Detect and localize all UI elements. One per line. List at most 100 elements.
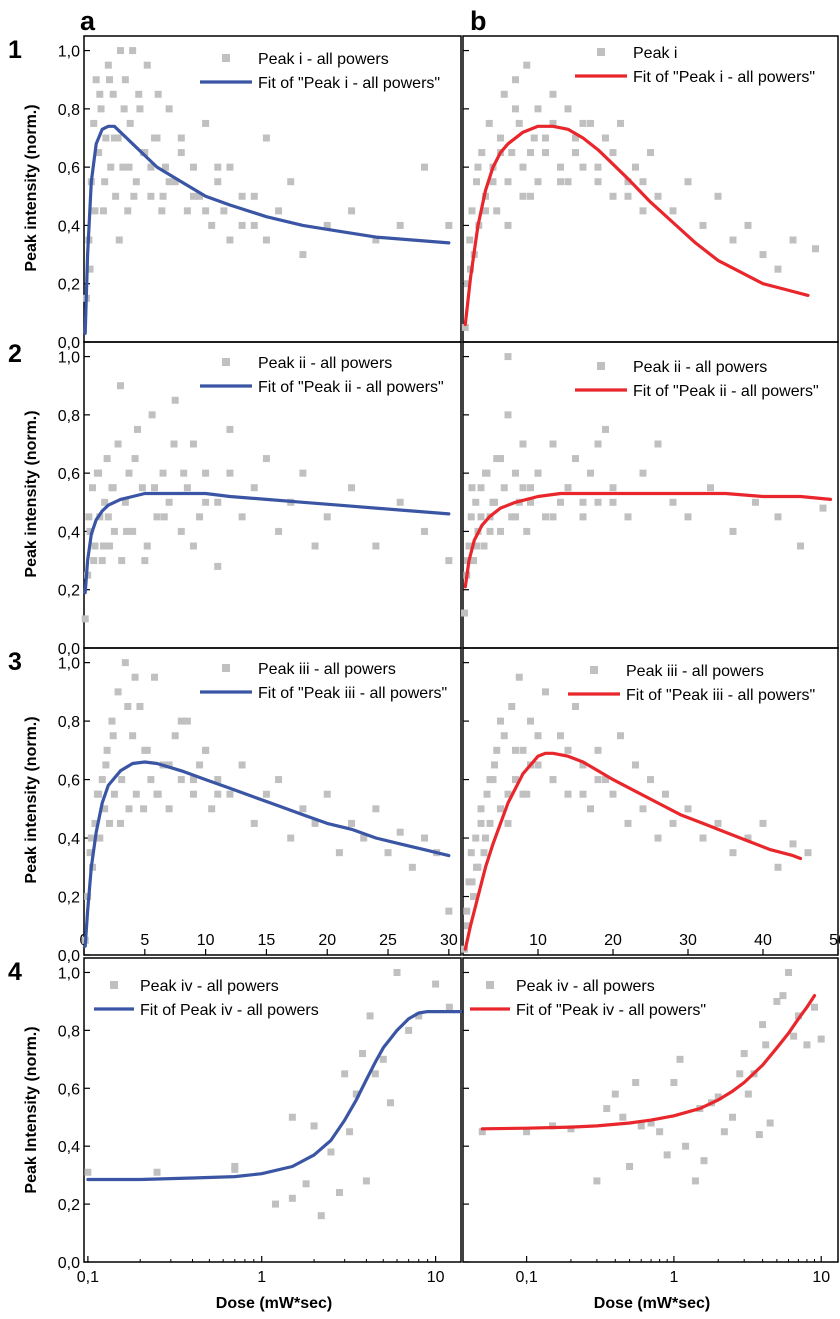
scatter-point-2a-32 <box>226 425 234 433</box>
scatter-point-1b-24 <box>549 119 557 127</box>
scatter-point-1b-51 <box>482 207 489 215</box>
scatter-point-2b-32 <box>609 484 617 492</box>
scatter-point-3b-14 <box>500 732 508 740</box>
scatter-point-3b-56 <box>491 761 498 769</box>
scatter-point-1b-12 <box>497 134 504 142</box>
scatter-point-2a-28 <box>189 440 197 448</box>
scatter-point-3a-15 <box>121 659 129 667</box>
scatter-point-2a-33 <box>238 513 246 521</box>
scatter-point-3a-43 <box>323 790 331 798</box>
scatter-point-1a-61 <box>130 192 138 200</box>
scatter-point-1b-13 <box>500 90 508 98</box>
scatter-point-2a-57 <box>160 513 168 521</box>
scatter-point-3a-14 <box>118 776 126 784</box>
scatter-point-2a-15 <box>121 498 129 506</box>
scatter-point-2a-52 <box>116 382 124 390</box>
plot-frame-3a <box>83 647 462 956</box>
scatter-point-2b-30 <box>594 498 602 506</box>
scatter-series-1b <box>461 61 819 331</box>
scatter-point-3a-54 <box>87 834 95 842</box>
scatter-point-2a-38 <box>299 469 307 477</box>
scatter-point-1a-12 <box>112 192 120 200</box>
scatter-point-2b-16 <box>508 513 516 521</box>
scatter-point-4a-10 <box>327 1148 335 1156</box>
xtick-label-3b-3: 40 <box>754 932 772 949</box>
legend-label-4a-0: Peak iv - all powers <box>140 978 279 995</box>
scatter-point-1b-60 <box>549 90 557 98</box>
legend-label-4b-1: Fit of "Peak iv - all powers" <box>516 1002 706 1019</box>
scatter-point-1b-11 <box>493 207 501 215</box>
scatter-point-2a-26 <box>177 527 185 535</box>
scatter-point-4b-23 <box>729 1113 737 1121</box>
scatter-point-3b-51 <box>468 878 476 886</box>
scatter-point-2a-0 <box>81 615 89 623</box>
ytick-label-3a-5: 1,0 <box>58 656 80 673</box>
fit-line-4a <box>86 1010 463 1182</box>
plot-frame-4a <box>83 957 462 1263</box>
scatter-point-3a-64 <box>177 717 185 725</box>
scatter-point-1b-62 <box>564 178 572 186</box>
legend-label-2b-0: Peak ii - all powers <box>633 359 767 376</box>
scatter-point-3b-60 <box>519 790 527 798</box>
scatter-point-3b-47 <box>774 863 782 871</box>
scatter-point-3b-17 <box>512 776 519 784</box>
scatter-point-3b-64 <box>564 746 572 754</box>
scatter-point-1a-69 <box>189 192 197 200</box>
legend-2b: Peak ii - all powers Fit of "Peak ii - al… <box>575 359 819 400</box>
scatter-point-3a-58 <box>116 819 124 827</box>
scatter-point-2b-25 <box>557 498 564 506</box>
scatter-point-2b-3 <box>467 513 475 521</box>
scatter-point-2b-42 <box>797 542 804 550</box>
scatter-point-1a-49 <box>396 221 404 229</box>
scatter-point-1a-62 <box>135 90 143 98</box>
scatter-point-1a-46 <box>323 221 331 229</box>
scatter-point-2a-44 <box>421 527 429 535</box>
scatter-point-2a-3 <box>89 484 97 492</box>
scatter-point-2b-60 <box>594 440 602 448</box>
scatter-point-1a-53 <box>91 207 99 215</box>
chart-3b: 10 20 30 40 50 Peak iii - all powers Fit of "P… <box>461 647 840 956</box>
scatter-point-2b-52 <box>504 353 512 361</box>
fit-line-2b <box>463 491 833 589</box>
scatter-point-1a-28 <box>161 163 169 171</box>
scatter-point-3a-34 <box>214 776 222 784</box>
scatter-point-3a-49 <box>396 828 404 836</box>
scatter-point-1a-51 <box>445 221 453 229</box>
scatter-point-4b-6 <box>611 1090 619 1098</box>
legend-label-3a-0: Peak iii - all powers <box>258 661 396 678</box>
ytick-label-3a-1: 0,2 <box>58 890 80 907</box>
scatter-point-1a-66 <box>159 192 167 200</box>
scatter-point-2a-12 <box>110 527 118 535</box>
scatter-point-1a-70 <box>202 207 210 215</box>
xtick-label-3a-4: 20 <box>318 932 336 949</box>
chart-1a: 0,0 0,2 0,4 0,6 0,8 1,0 Peak i - all powers Fit… <box>58 35 462 352</box>
scatter-point-1b-61 <box>557 163 564 171</box>
scatter-point-1a-21 <box>136 105 144 113</box>
scatter-point-1b-32 <box>609 149 617 157</box>
scatter-point-4a-14 <box>352 1090 360 1098</box>
scatter-point-4a-8 <box>310 1122 318 1130</box>
scatter-point-4b-19 <box>700 1157 708 1165</box>
scatter-series-4a <box>84 968 453 1220</box>
scatter-point-2b-46 <box>473 542 480 550</box>
scatter-point-4b-11 <box>647 1119 655 1127</box>
scatter-point-2b-19 <box>519 440 527 448</box>
scatter-point-1a-5 <box>95 149 103 157</box>
scatter-point-1b-28 <box>579 163 587 171</box>
scatter-point-4a-0 <box>84 1168 92 1176</box>
scatter-point-2b-17 <box>512 469 519 477</box>
scatter-point-1b-54 <box>504 221 512 229</box>
ylabel-row-3: Peak intensity (norm.) <box>23 716 40 884</box>
scatter-point-4a-17 <box>366 1012 374 1020</box>
legend-2a: Peak ii - all powers Fit of "Peak ii - al… <box>200 355 444 396</box>
scatter-point-1b-58 <box>534 178 542 186</box>
scatter-point-2b-40 <box>752 498 759 506</box>
scatter-point-4a-7 <box>302 1180 310 1188</box>
legend-marker-scatter-2a <box>222 358 230 366</box>
scatter-point-3b-55 <box>486 776 494 784</box>
ytick-label-1a-0: 0,0 <box>58 335 80 352</box>
scatter-point-1a-27 <box>158 207 166 215</box>
scatter-point-2b-5 <box>472 498 480 506</box>
scatter-point-2a-9 <box>103 455 111 463</box>
scatter-point-1a-11 <box>109 90 117 98</box>
